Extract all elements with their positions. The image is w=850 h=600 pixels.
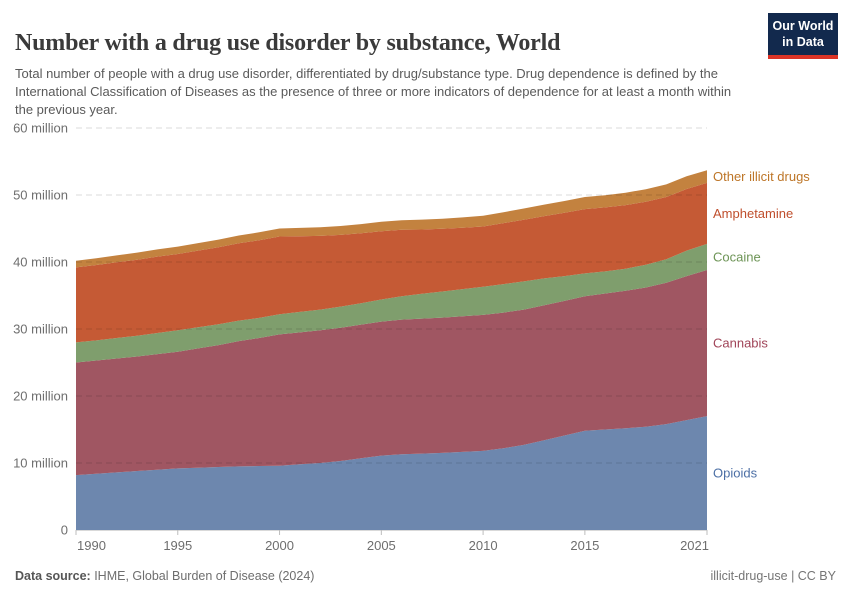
y-tick-label-30: 30 million bbox=[13, 322, 68, 337]
owid-logo[interactable]: Our World in Data bbox=[768, 13, 838, 60]
area-amphetamine[interactable] bbox=[76, 182, 707, 343]
y-tick-label-40: 40 million bbox=[13, 255, 68, 270]
legend-label-cocaine[interactable]: Cocaine bbox=[713, 249, 761, 264]
legend-label-other-illicit-drugs[interactable]: Other illicit drugs bbox=[713, 169, 810, 184]
x-tick-label-1990: 1990 bbox=[77, 538, 106, 553]
chart-subtitle: Total number of people with a drug use d… bbox=[15, 66, 732, 117]
legend-label-amphetamine[interactable]: Amphetamine bbox=[713, 206, 793, 221]
area-opioids[interactable] bbox=[76, 416, 707, 530]
x-tick-label-2010: 2010 bbox=[469, 538, 498, 553]
x-tick-label-2005: 2005 bbox=[367, 538, 396, 553]
y-tick-label-0: 0 bbox=[61, 523, 68, 538]
y-tick-label-10: 10 million bbox=[13, 456, 68, 471]
data-source-label: Data source: bbox=[15, 569, 91, 583]
x-tick-label-2000: 2000 bbox=[265, 538, 294, 553]
area-cocaine[interactable] bbox=[76, 243, 707, 363]
y-tick-label-20: 20 million bbox=[13, 389, 68, 404]
chart-title: Number with a drug use disorder by subst… bbox=[15, 30, 561, 57]
owid-logo-line1: Our World bbox=[772, 19, 834, 33]
legend-label-cannabis[interactable]: Cannabis bbox=[713, 336, 768, 351]
x-tick-label-2021: 2021 bbox=[680, 538, 709, 553]
owid-logo-line2: in Data bbox=[782, 34, 824, 49]
area-cannabis[interactable] bbox=[76, 270, 707, 476]
license-note[interactable]: illicit-drug-use | CC BY bbox=[710, 569, 836, 583]
y-tick-label-50: 50 million bbox=[13, 188, 68, 203]
x-tick-label-2015: 2015 bbox=[570, 538, 599, 553]
x-tick-label-1995: 1995 bbox=[163, 538, 192, 553]
area-other-illicit-drugs[interactable] bbox=[76, 170, 707, 268]
y-tick-label-60: 60 million bbox=[13, 121, 68, 136]
legend-label-opioids[interactable]: Opioids bbox=[713, 466, 758, 481]
data-source: Data source: IHME, Global Burden of Dise… bbox=[15, 569, 314, 583]
data-source-value: IHME, Global Burden of Disease (2024) bbox=[90, 569, 315, 583]
